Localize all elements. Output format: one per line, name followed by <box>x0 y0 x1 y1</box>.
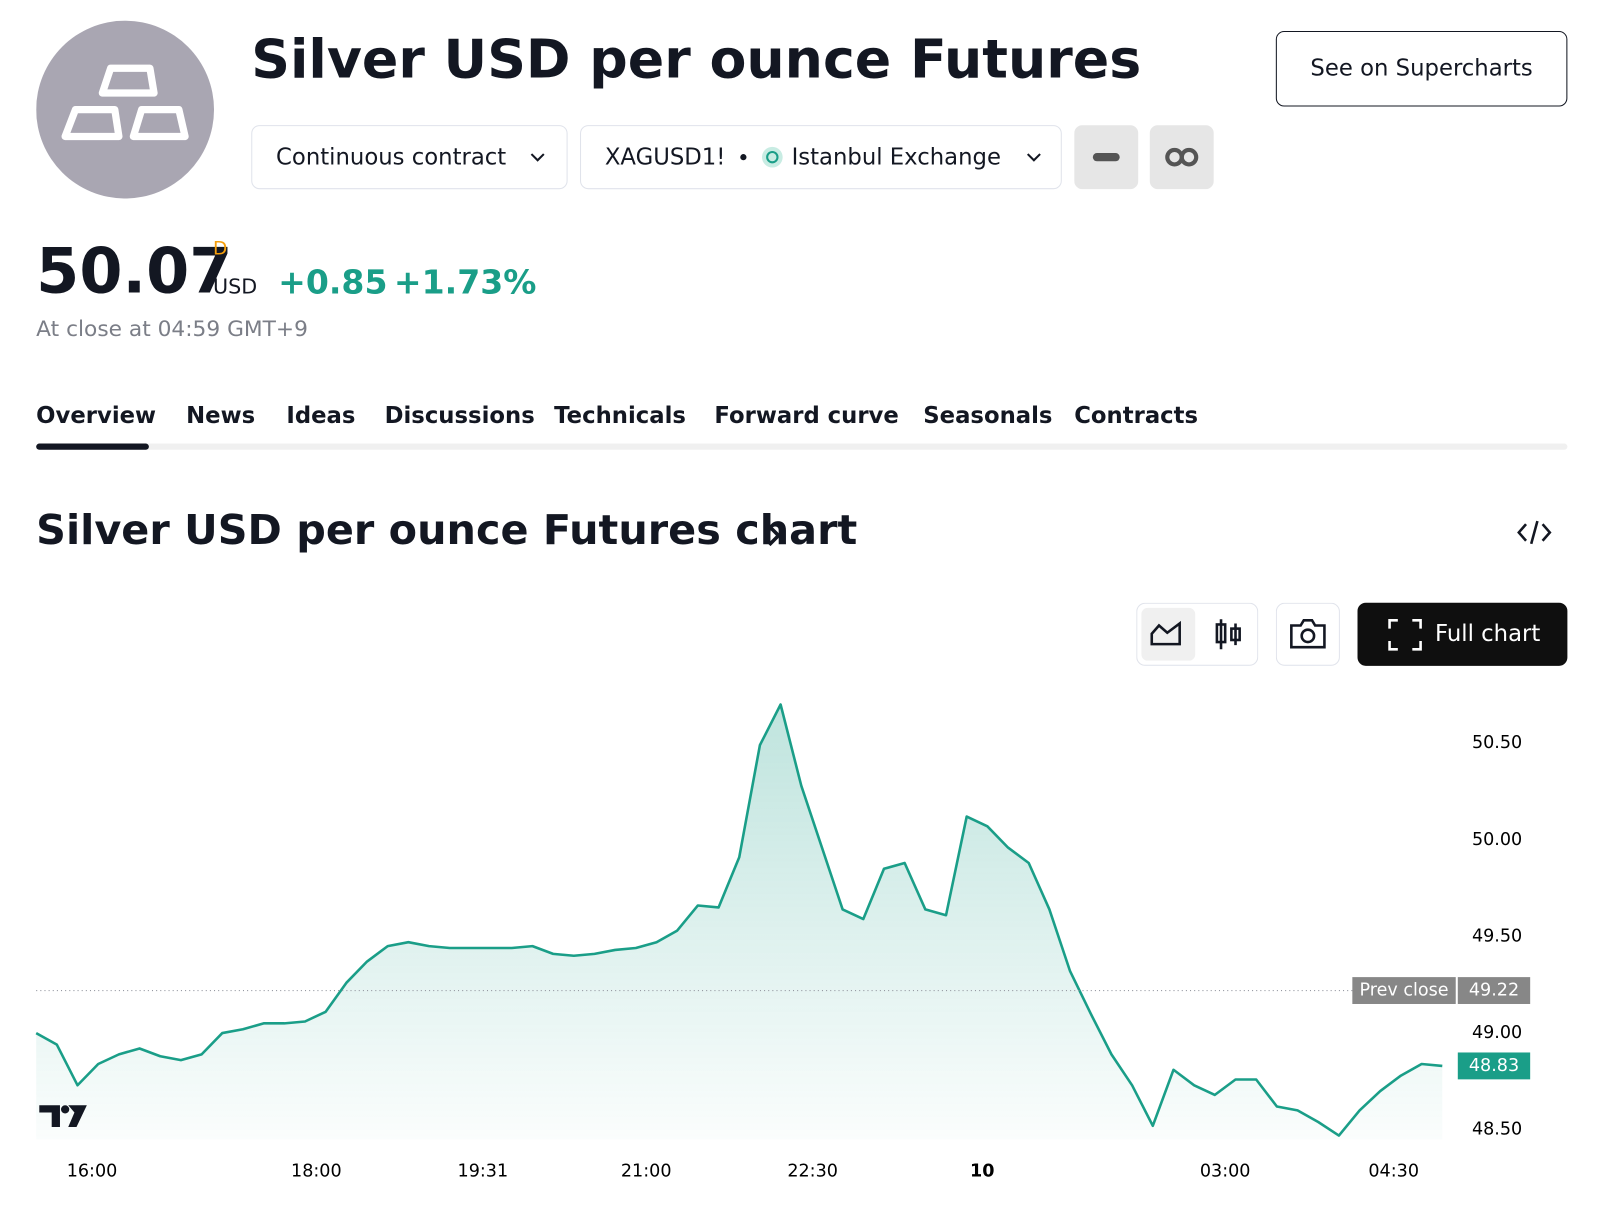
change: +0.85 <box>278 262 388 302</box>
snapshot-button[interactable] <box>1275 602 1340 666</box>
last-price-tag <box>1457 1052 1531 1080</box>
x-tick-label: 10 <box>970 1161 994 1181</box>
y-tick-label: 48.50 <box>1472 1120 1522 1140</box>
tab-indicator <box>36 443 149 450</box>
contract-label: Continuous contract <box>276 144 507 171</box>
candle-style-button[interactable] <box>1215 619 1241 650</box>
change-percent: +1.73% <box>393 262 537 302</box>
y-tick-label: 50.00 <box>1472 830 1522 850</box>
tradingview-logo-dot <box>61 1105 70 1114</box>
tab[interactable]: Technicals <box>554 403 686 430</box>
prev-close-tag <box>1352 977 1456 1004</box>
prev-close-label: Prev close <box>1359 981 1448 1001</box>
embed-button[interactable] <box>1516 517 1553 548</box>
exchange-name: Istanbul Exchange <box>791 144 1001 171</box>
badge: D <box>212 237 228 260</box>
full-chart-label: Full chart <box>1435 621 1541 648</box>
price-line <box>35 703 1443 1137</box>
tab[interactable]: Ideas <box>286 403 356 430</box>
price: 50.07 <box>36 235 233 309</box>
dot <box>739 154 747 161</box>
full-chart-button[interactable]: Full chart <box>1357 602 1568 666</box>
symbol-logo <box>36 20 215 199</box>
tab[interactable]: Seasonals <box>923 403 1053 430</box>
tab[interactable]: Discussions <box>384 403 535 430</box>
tab[interactable]: Forward curve <box>714 403 899 430</box>
page-title: Silver USD per ounce Futures <box>251 28 1142 91</box>
tab[interactable]: Overview <box>36 403 157 430</box>
contract-select[interactable]: Continuous contract <box>251 125 568 190</box>
prev-close-value-tag <box>1457 977 1531 1004</box>
area-style-button[interactable] <box>1141 607 1196 661</box>
fullscreen-icon <box>1388 618 1422 651</box>
x-tick-label: 18:00 <box>291 1161 342 1181</box>
continuous-button[interactable] <box>1149 125 1214 190</box>
x-tick-label: 19:31 <box>458 1161 509 1181</box>
exchange-icon <box>761 146 783 168</box>
exchange-select[interactable]: XAGUSD1! Istanbul Exchange <box>580 125 1062 190</box>
y-tick-label: 50.50 <box>1472 733 1522 753</box>
minus-button[interactable] <box>1074 125 1139 190</box>
area-fill <box>36 704 1443 1140</box>
chevron <box>1027 153 1041 162</box>
x-tick-label: 21:00 <box>621 1161 672 1181</box>
chart-style-toggle <box>1136 602 1259 666</box>
x-tick-label: 22:30 <box>787 1161 838 1181</box>
chevron <box>530 153 545 162</box>
x-tick-label: 03:00 <box>1200 1161 1251 1181</box>
y-tick-label: 49.50 <box>1472 926 1522 946</box>
last-price-value: 48.83 <box>1469 1056 1519 1076</box>
tab[interactable]: Contracts <box>1074 403 1199 430</box>
tradingview-logo <box>39 1105 87 1127</box>
chevron-right <box>767 524 782 547</box>
market-status: At close at 04:59 GMT+9 <box>36 316 308 342</box>
x-tick-label: 16:00 <box>67 1161 118 1181</box>
section-title[interactable]: Silver USD per ounce Futures chart <box>36 506 858 555</box>
tab[interactable]: News <box>186 403 256 430</box>
currency: USD <box>212 273 258 299</box>
supercharts-button[interactable]: See on Supercharts <box>1275 31 1568 107</box>
tab-track <box>36 443 1568 450</box>
symbol-code: XAGUSD1! <box>604 144 726 171</box>
x-tick-label: 04:30 <box>1368 1161 1419 1181</box>
prev-close-value: 49.22 <box>1469 981 1519 1001</box>
y-tick-label: 49.00 <box>1472 1023 1522 1043</box>
